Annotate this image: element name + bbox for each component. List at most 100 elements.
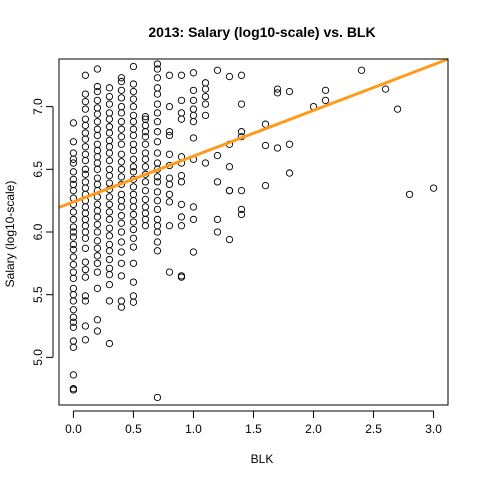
data-point (106, 216, 112, 222)
data-point (214, 216, 220, 222)
data-point (82, 337, 88, 343)
x-tick-label: 1.0 (185, 422, 202, 436)
data-point (154, 85, 160, 91)
data-point (274, 86, 280, 92)
data-point (82, 72, 88, 78)
data-point (130, 96, 136, 102)
data-point (130, 211, 136, 217)
data-point (118, 229, 124, 235)
x-tick-label: 1.5 (245, 422, 262, 436)
data-point (106, 124, 112, 130)
data-point (178, 97, 184, 103)
data-point (214, 179, 220, 185)
data-point (226, 73, 232, 79)
data-point (322, 87, 328, 93)
data-point (94, 166, 100, 172)
data-point (106, 93, 112, 99)
data-point (70, 261, 76, 267)
data-point (118, 159, 124, 165)
data-point (154, 91, 160, 97)
fit-line-layer (59, 59, 448, 207)
y-tick-label: 6.0 (31, 223, 45, 240)
data-point (118, 126, 124, 132)
y-axis: 5.0 5.5 6.0 6.5 7.0 (31, 98, 53, 366)
data-point (190, 249, 196, 255)
data-point (130, 226, 136, 232)
data-point (130, 299, 136, 305)
data-point (70, 169, 76, 175)
data-point (166, 103, 172, 109)
data-point (70, 344, 76, 350)
data-point (142, 122, 148, 128)
data-point (70, 150, 76, 156)
data-point (118, 87, 124, 93)
y-tick-label: 5.0 (31, 349, 45, 366)
data-point (166, 132, 172, 138)
data-point (190, 106, 196, 112)
x-axis: 0.0 0.5 1.0 1.5 2.0 2.5 3.0 (65, 411, 442, 436)
data-point (106, 137, 112, 143)
data-point (106, 116, 112, 122)
data-point (94, 207, 100, 213)
data-point (154, 110, 160, 116)
data-point (82, 323, 88, 329)
data-point (130, 147, 136, 153)
data-point (82, 235, 88, 241)
data-point (94, 214, 100, 220)
data-point (130, 103, 136, 109)
data-point (322, 97, 328, 103)
data-point (154, 160, 160, 166)
data-point (178, 201, 184, 207)
data-point (154, 197, 160, 203)
data-point (94, 147, 100, 153)
data-point (70, 160, 76, 166)
data-point (70, 372, 76, 378)
chart-title: 2013: Salary (log10-scale) vs. BLK (148, 24, 375, 40)
data-point (82, 130, 88, 136)
x-tick-label: 0.5 (125, 422, 142, 436)
data-point (94, 111, 100, 117)
data-point (94, 175, 100, 181)
data-point (226, 187, 232, 193)
data-point (82, 204, 88, 210)
data-point (82, 151, 88, 157)
data-point (118, 220, 124, 226)
data-point (130, 293, 136, 299)
data-point (166, 151, 172, 157)
data-point (262, 182, 268, 188)
data-point (82, 122, 88, 128)
data-point (226, 236, 232, 242)
data-point (106, 340, 112, 346)
data-point (106, 101, 112, 107)
data-point (406, 191, 412, 197)
data-point (358, 67, 364, 73)
data-point (94, 253, 100, 259)
data-point (106, 172, 112, 178)
data-point (190, 118, 196, 124)
data-point (106, 281, 112, 287)
data-point (202, 93, 208, 99)
data-point (214, 229, 220, 235)
data-point (106, 256, 112, 262)
data-point (106, 85, 112, 91)
data-point (130, 63, 136, 69)
data-point (202, 101, 208, 107)
data-point (202, 160, 208, 166)
data-point (94, 141, 100, 147)
data-point (178, 214, 184, 220)
data-point (70, 269, 76, 275)
data-point (118, 134, 124, 140)
data-point (274, 145, 280, 151)
y-tick-label: 6.5 (31, 161, 45, 178)
data-point (82, 91, 88, 97)
data-point (154, 101, 160, 107)
data-point (118, 110, 124, 116)
data-point (166, 72, 172, 78)
data-point (142, 150, 148, 156)
data-point (94, 105, 100, 111)
data-point (130, 156, 136, 162)
data-point (214, 67, 220, 73)
data-point (166, 181, 172, 187)
data-point (130, 260, 136, 266)
